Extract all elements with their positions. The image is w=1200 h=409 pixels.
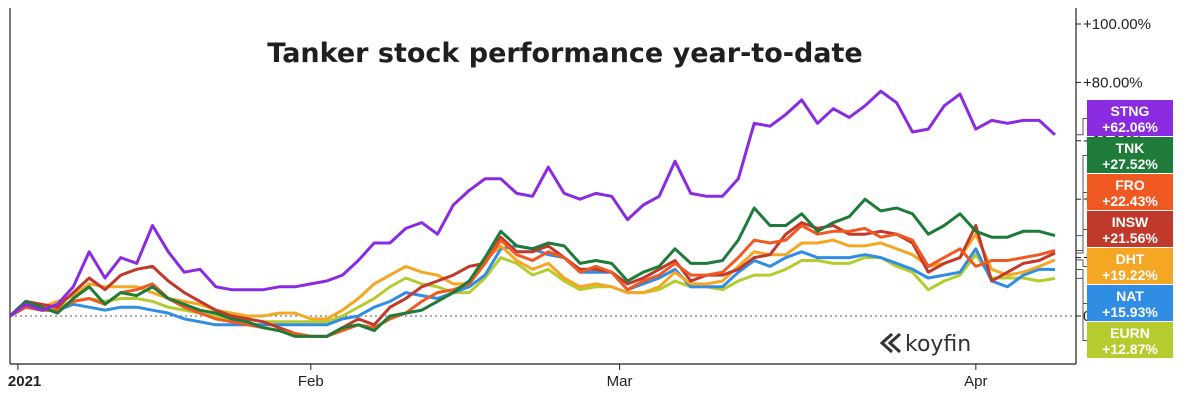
value-label-nat: NAT+15.93% bbox=[1076, 269, 1173, 321]
value-label-box bbox=[1087, 174, 1173, 210]
value-label-connector bbox=[1076, 118, 1087, 136]
value-label-connector bbox=[1076, 269, 1087, 304]
value-label-percent: +22.43% bbox=[1102, 193, 1158, 209]
value-label-ticker: INSW bbox=[1112, 214, 1149, 230]
value-label-fro: FRO+22.43% bbox=[1076, 174, 1173, 251]
value-label-box bbox=[1087, 211, 1173, 247]
value-label-percent: +62.06% bbox=[1102, 119, 1158, 135]
series-line-stng bbox=[9, 89, 1057, 318]
value-label-percent: +21.56% bbox=[1102, 230, 1158, 246]
x-tick-label: Mar bbox=[607, 373, 633, 390]
koyfin-logo-text: koyfin bbox=[905, 332, 971, 357]
series-value-labels: STNG+62.06%TNK+27.52%FRO+22.43%INSW+21.5… bbox=[1076, 100, 1173, 358]
value-label-box bbox=[1087, 322, 1173, 358]
value-label-tnk: TNK+27.52% bbox=[1076, 137, 1173, 237]
value-label-box bbox=[1087, 137, 1173, 173]
koyfin-chevron-icon bbox=[879, 332, 902, 354]
value-label-eurn: EURN+12.87% bbox=[1076, 277, 1173, 358]
value-label-ticker: FRO bbox=[1115, 177, 1145, 193]
value-label-box bbox=[1087, 285, 1173, 321]
value-label-connector bbox=[1076, 277, 1087, 341]
series-line-fro bbox=[9, 224, 1056, 338]
x-tick-label: Apr bbox=[964, 373, 987, 390]
value-label-insw: INSW+21.56% bbox=[1076, 211, 1173, 254]
series-line-nat bbox=[9, 244, 1056, 327]
value-label-percent: +27.52% bbox=[1102, 156, 1158, 172]
series-lines bbox=[8, 89, 1057, 338]
value-label-connector bbox=[1076, 229, 1087, 254]
value-label-percent: +15.93% bbox=[1102, 304, 1158, 320]
value-label-ticker: STNG bbox=[1111, 103, 1150, 119]
series-line-dht bbox=[9, 232, 1056, 321]
value-label-ticker: TNK bbox=[1116, 140, 1145, 156]
value-label-percent: +12.87% bbox=[1102, 341, 1158, 357]
value-label-box bbox=[1087, 248, 1173, 284]
value-label-stng: STNG+62.06% bbox=[1076, 100, 1173, 136]
value-label-ticker: NAT bbox=[1116, 288, 1144, 304]
value-label-ticker: EURN bbox=[1110, 325, 1150, 341]
value-label-connector bbox=[1076, 259, 1087, 267]
chart-title: Tanker stock performance year-to-date bbox=[267, 38, 862, 69]
series-line-insw bbox=[8, 221, 1056, 338]
koyfin-logo: koyfin bbox=[879, 332, 971, 357]
y-tick-label: +80.00% bbox=[1083, 74, 1143, 91]
value-label-box bbox=[1087, 100, 1173, 136]
value-label-connector bbox=[1076, 192, 1087, 251]
value-label-ticker: DHT bbox=[1116, 251, 1145, 267]
x-tick-label: Feb bbox=[298, 373, 324, 390]
x-tick-label: 2021 bbox=[8, 373, 41, 390]
y-tick-label: +100.00% bbox=[1083, 16, 1151, 33]
value-label-percent: +19.22% bbox=[1102, 267, 1158, 283]
series-line-tnk bbox=[8, 197, 1056, 338]
value-label-dht: DHT+19.22% bbox=[1076, 248, 1173, 284]
